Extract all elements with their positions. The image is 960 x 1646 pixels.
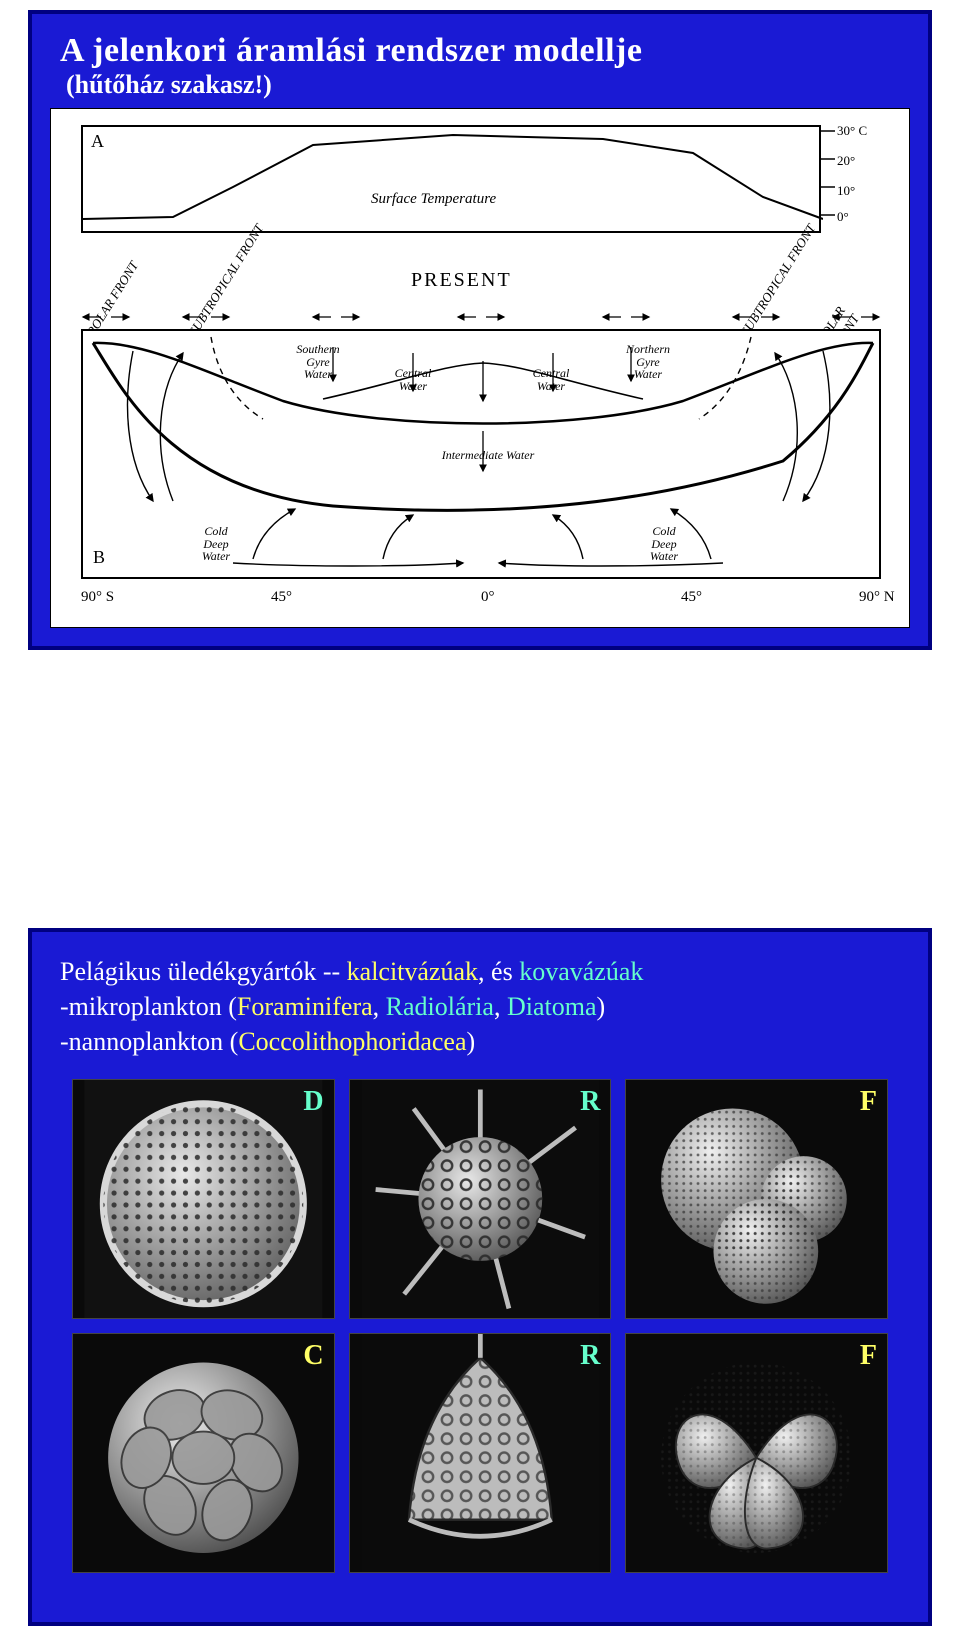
micrograph-coccolith xyxy=(73,1334,334,1572)
slide2-line3: -nannoplankton (Coccolithophoridacea) xyxy=(60,1024,900,1059)
temp-tick-30: 30° C xyxy=(837,123,867,139)
txt-3b: Coccolithophoridacea xyxy=(238,1027,466,1056)
micrograph-grid: D xyxy=(72,1079,888,1573)
label-southern-gyre: SouthernGyreWater xyxy=(283,343,353,381)
xtick-1: 45° xyxy=(271,589,292,606)
temp-tick-marks xyxy=(821,125,839,233)
cell-radiolarian-2: R xyxy=(349,1333,612,1573)
cell-diatom: D xyxy=(72,1079,335,1319)
label-cold-deep-r: ColdDeepWater xyxy=(639,525,689,563)
txt-2a: -mikroplankton ( xyxy=(60,992,237,1021)
txt-3c: ) xyxy=(466,1027,475,1056)
panel-a-label: A xyxy=(91,131,104,152)
panel-a-box xyxy=(81,125,821,233)
txt-2b: Foraminifera xyxy=(237,992,373,1021)
txt-2c: , xyxy=(373,992,386,1021)
tag-C: C xyxy=(303,1340,323,1372)
txt-2e: , xyxy=(494,992,507,1021)
txt-2d: Radiolária xyxy=(386,992,494,1021)
micrograph-foram-lobed xyxy=(626,1334,887,1572)
txt-1c: , és xyxy=(478,957,519,986)
label-central-right: CentralWater xyxy=(521,367,581,392)
txt-1a: Pelágikus üledékgyártók -- xyxy=(60,957,347,986)
tag-F2: F xyxy=(860,1340,877,1372)
xtick-4: 90° N xyxy=(859,589,895,606)
present-label: PRESENT xyxy=(411,269,512,292)
xtick-2: 0° xyxy=(481,589,495,606)
surface-temp-label: Surface Temperature xyxy=(371,191,496,208)
slide2-line2: -mikroplankton (Foraminifera, Radiolária… xyxy=(60,989,900,1024)
slide1-title-line2: (hűtőház szakasz!) xyxy=(60,70,900,100)
label-northern-gyre: NorthernGyreWater xyxy=(613,343,683,381)
panel-b-box: SouthernGyreWater CentralWater CentralWa… xyxy=(81,329,881,579)
slide1-title-line1: A jelenkori áramlási rendszer modellje xyxy=(60,32,900,70)
slide-circulation-model: A jelenkori áramlási rendszer modellje (… xyxy=(28,10,932,650)
cell-radiolarian-1: R xyxy=(349,1079,612,1319)
surface-arrow-row xyxy=(81,305,881,329)
micrograph-radiolarian-bell xyxy=(350,1334,611,1572)
txt-3a: -nannoplankton ( xyxy=(60,1027,238,1056)
txt-2g: ) xyxy=(596,992,605,1021)
slide-pelagic-producers: Pelágikus üledékgyártók -- kalcitvázúak,… xyxy=(28,928,932,1626)
micrograph-radiolarian-spiky xyxy=(350,1080,611,1318)
txt-1b: kalcitvázúak xyxy=(347,957,478,986)
txt-1d: kovavázúak xyxy=(519,957,643,986)
txt-2f: Diatoma xyxy=(507,992,597,1021)
surface-temp-curve xyxy=(83,127,823,235)
tag-F1: F xyxy=(860,1086,877,1118)
micrograph-diatom xyxy=(73,1080,334,1318)
cell-foram-1: F xyxy=(625,1079,888,1319)
panel-b-label: B xyxy=(93,547,105,568)
cell-foram-2: F xyxy=(625,1333,888,1573)
tag-R1: R xyxy=(580,1086,600,1118)
ocean-circulation-diagram: A Surface Temperature 30° C 20° 10° 0° P… xyxy=(50,108,910,628)
slide2-text: Pelágikus üledékgyártók -- kalcitvázúak,… xyxy=(32,932,928,1069)
xtick-0: 90° S xyxy=(81,589,114,606)
tag-R2: R xyxy=(580,1340,600,1372)
label-central-left: CentralWater xyxy=(383,367,443,392)
label-intermediate: Intermediate Water xyxy=(403,449,573,462)
xtick-3: 45° xyxy=(681,589,702,606)
slide1-title: A jelenkori áramlási rendszer modellje (… xyxy=(32,14,928,100)
slide2-line1: Pelágikus üledékgyártók -- kalcitvázúak,… xyxy=(60,954,900,989)
temp-tick-10: 10° xyxy=(837,183,855,199)
cell-coccolith: C xyxy=(72,1333,335,1573)
label-cold-deep-l: ColdDeepWater xyxy=(191,525,241,563)
micrograph-foram-globular xyxy=(626,1080,887,1318)
temp-tick-20: 20° xyxy=(837,153,855,169)
tag-D: D xyxy=(303,1086,323,1118)
